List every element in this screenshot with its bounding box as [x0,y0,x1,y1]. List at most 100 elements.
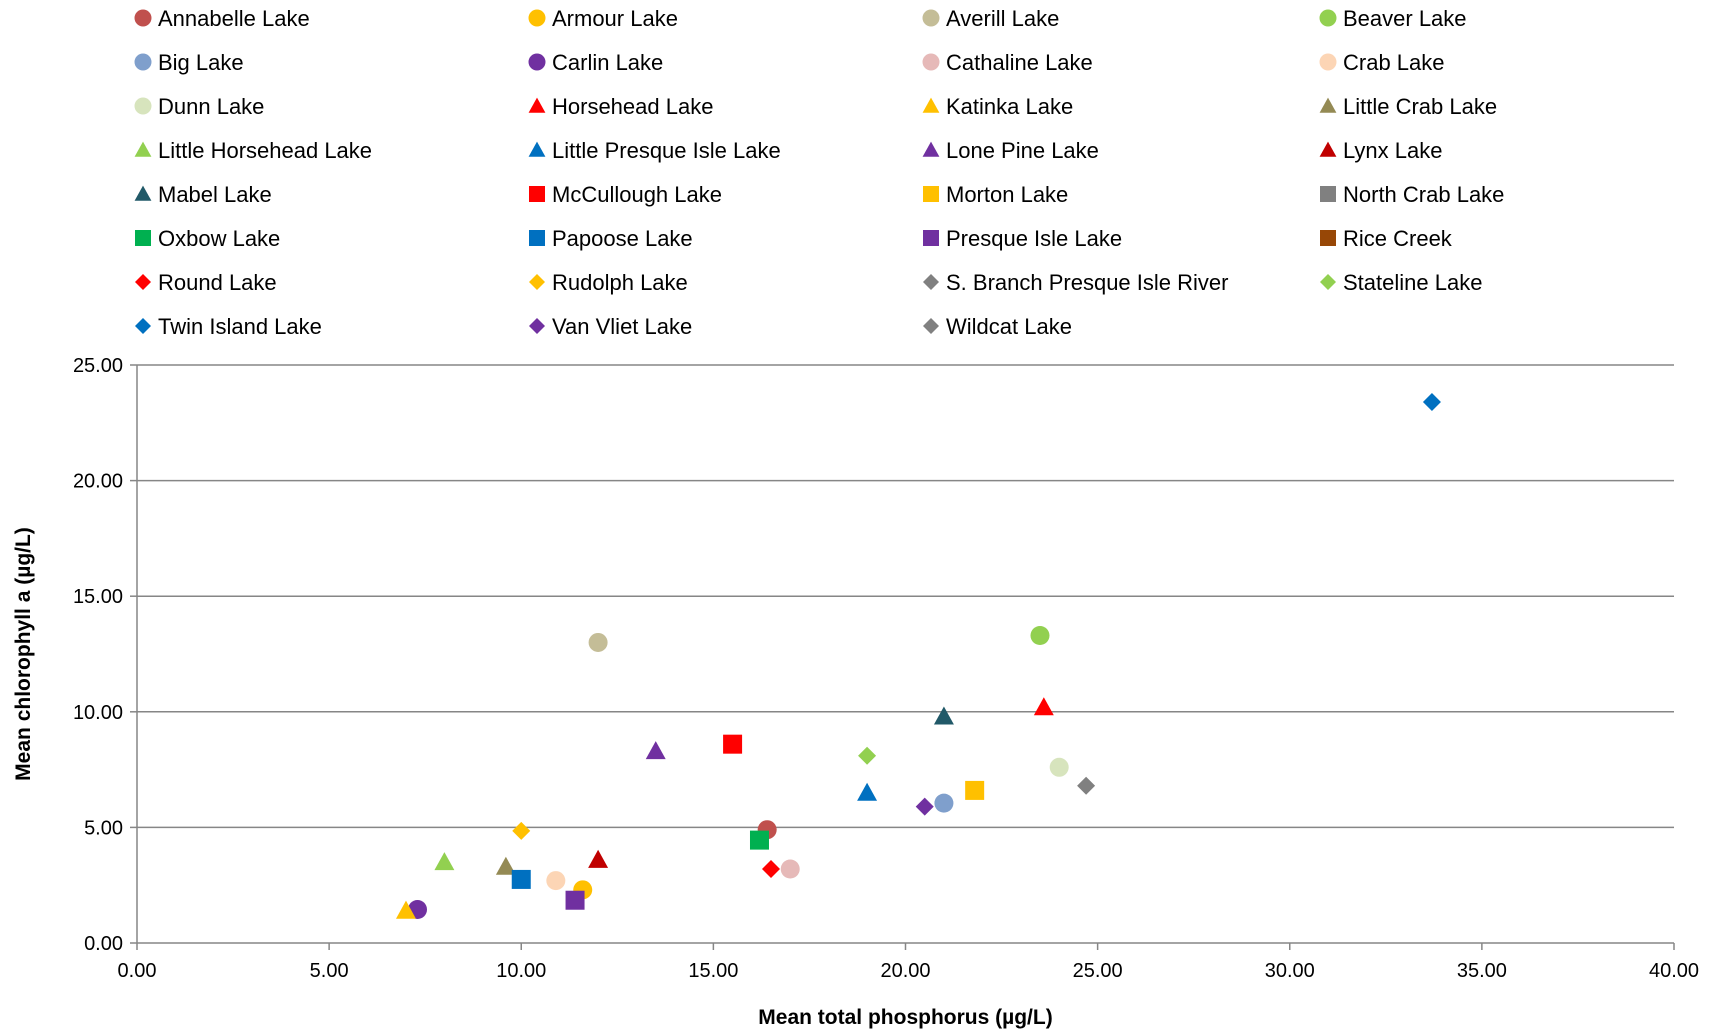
legend-label: Cathaline Lake [946,50,1093,75]
legend: Annabelle Lake Armour Lake Averill Lake Bea… [134,6,1504,339]
legend-label: Big Lake [158,50,244,75]
legend-circle-icon [528,53,546,71]
legend-diamond-icon [923,274,939,290]
legend-triangle-icon [922,97,940,113]
point-little-crab-lake [495,856,516,875]
point-little-presque-isle-lake [857,782,878,801]
legend-item-little-horsehead-lake: Little Horsehead Lake [134,138,372,163]
x-tick-label: 15.00 [688,960,738,982]
point-van-vliet-lake [915,797,934,816]
legend-diamond-icon [529,318,545,334]
legend-label: Twin Island Lake [158,314,322,339]
legend-item-averill-lake: Averill Lake [922,6,1059,31]
point-beaver-lake [1030,626,1050,646]
legend-label: Van Vliet Lake [552,314,692,339]
legend-triangle-icon [134,185,152,201]
y-tick-label: 20.00 [73,471,123,493]
axis-ticks: 0.00 5.00 10.00 15.00 20.00 25.00 0.00 5.00 10.0… [73,355,1699,982]
point-papoose-lake [511,869,531,889]
point-round-lake [762,860,781,879]
x-axis-title: Mean total phosphorus (µg/L) [758,1006,1052,1029]
point-s-branch-presque-isle-river [1077,776,1096,795]
legend-triangle-icon [1319,97,1337,113]
legend-item-carlin-lake: Carlin Lake [528,50,663,75]
point-stateline-lake [858,746,877,765]
legend-item-s-branch-presque-isle-river: S. Branch Presque Isle River [923,270,1228,295]
legend-item-little-crab-lake: Little Crab Lake [1319,94,1497,119]
legend-item-mabel-lake: Mabel Lake [134,182,272,207]
legend-item-dunn-lake: Dunn Lake [134,94,264,119]
legend-label: Lynx Lake [1343,138,1442,163]
legend-label: Wildcat Lake [946,314,1072,339]
legend-label: McCullough Lake [552,182,722,207]
legend-square-icon [923,230,939,246]
legend-label: Mabel Lake [158,182,272,207]
y-tick-label: 25.00 [73,355,123,377]
x-tick-label: 10.00 [496,960,546,982]
legend-item-rice-creek: Rice Creek [1320,226,1453,251]
legend-item-van-vliet-lake: Van Vliet Lake [529,314,692,339]
legend-label: Crab Lake [1343,50,1445,75]
point-lynx-lake [588,849,609,868]
legend-item-presque-isle-lake: Presque Isle Lake [923,226,1122,251]
legend-square-icon [923,186,939,202]
x-tick-label: 20.00 [880,960,930,982]
legend-label: Little Horsehead Lake [158,138,372,163]
legend-label: Dunn Lake [158,94,264,119]
legend-triangle-icon [528,141,546,157]
legend-label: Katinka Lake [946,94,1073,119]
legend-circle-icon [528,9,546,27]
gridlines [137,364,1674,829]
legend-item-mccullough-lake: McCullough Lake [529,182,722,207]
point-little-horsehead-lake [434,852,455,871]
point-oxbow-lake [749,830,769,850]
legend-item-katinka-lake: Katinka Lake [922,94,1073,119]
legend-label: Oxbow Lake [158,226,280,251]
point-mabel-lake [933,706,954,725]
legend-label: Round Lake [158,270,277,295]
legend-square-icon [1320,186,1336,202]
axes [136,365,1674,944]
legend-square-icon [1320,230,1336,246]
x-tick-label: 40.00 [1649,960,1699,982]
legend-label: Beaver Lake [1343,6,1467,31]
legend-label: Horsehead Lake [552,94,713,119]
legend-item-cathaline-lake: Cathaline Lake [922,50,1093,75]
legend-diamond-icon [135,274,151,290]
point-horsehead-lake [1033,697,1054,716]
legend-item-wildcat-lake: Wildcat Lake [923,314,1072,339]
legend-label: Lone Pine Lake [946,138,1099,163]
x-tick-label: 30.00 [1265,960,1315,982]
legend-label: Little Presque Isle Lake [552,138,781,163]
point-katinka-lake [396,900,416,919]
legend-item-big-lake: Big Lake [134,50,244,75]
legend-item-oxbow-lake: Oxbow Lake [135,226,280,251]
legend-diamond-icon [1320,274,1336,290]
data-points [396,392,1441,919]
point-twin-island-lake [1422,392,1441,411]
legend-label: Morton Lake [946,182,1068,207]
legend-diamond-icon [529,274,545,290]
y-tick-label: 5.00 [84,817,123,839]
legend-item-stateline-lake: Stateline Lake [1320,270,1482,295]
legend-circle-icon [1319,53,1337,71]
legend-label: Papoose Lake [552,226,693,251]
legend-item-papoose-lake: Papoose Lake [529,226,693,251]
point-averill-lake [588,632,608,652]
legend-label: Presque Isle Lake [946,226,1122,251]
y-tick-label: 0.00 [84,933,123,955]
legend-item-lone-pine-lake: Lone Pine Lake [922,138,1099,163]
point-big-lake [934,793,954,813]
legend-item-beaver-lake: Beaver Lake [1319,6,1467,31]
legend-label: Averill Lake [946,6,1059,31]
legend-diamond-icon [923,318,939,334]
point-presque-isle-lake [565,890,585,910]
legend-square-icon [529,186,545,202]
legend-item-morton-lake: Morton Lake [923,182,1068,207]
legend-triangle-icon [1319,141,1337,157]
x-tick-label: 5.00 [310,960,349,982]
legend-triangle-icon [528,97,546,113]
legend-circle-icon [922,9,940,27]
point-morton-lake [965,780,985,800]
legend-item-lynx-lake: Lynx Lake [1319,138,1442,163]
